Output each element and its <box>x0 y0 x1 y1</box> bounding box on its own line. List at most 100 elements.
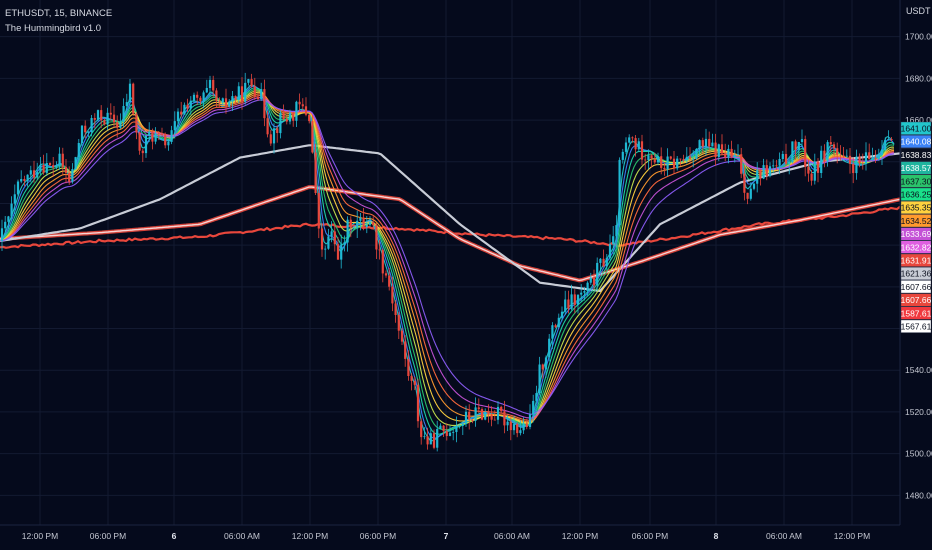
candle-body <box>212 79 215 91</box>
candle-body <box>535 393 538 401</box>
candle-body <box>816 161 820 173</box>
candle-body <box>813 161 816 181</box>
price-tag-label: 1567.61 <box>901 322 932 332</box>
candle-body <box>820 150 823 173</box>
candle-body <box>26 174 29 181</box>
candle-body <box>394 303 397 315</box>
candle-body <box>228 101 231 107</box>
candle-body <box>90 118 93 133</box>
candle-body <box>525 423 528 427</box>
candle-body <box>775 165 778 167</box>
price-tag-bg <box>900 253 932 267</box>
candle-body <box>442 425 445 432</box>
time-tick-label: 12:00 PM <box>22 531 58 541</box>
candle-body <box>240 86 244 102</box>
candle-body <box>560 311 564 318</box>
candle-body <box>429 433 432 445</box>
symbol-title[interactable]: ETHUSDT, 15, BINANCE <box>5 8 113 19</box>
candle-body <box>122 106 125 122</box>
price-tag-label: 1638.57 <box>901 163 932 173</box>
time-scale[interactable]: 12:00 PM 06:00 PM 6 06:00 AM 12:00 PM 06:00 P… <box>22 531 870 541</box>
candle-body <box>426 436 429 445</box>
candle-body <box>471 419 474 421</box>
candle-body <box>23 179 26 181</box>
candle-body <box>877 155 880 159</box>
candle-body <box>407 359 410 376</box>
price-tag-label: 1641.00 <box>901 124 932 134</box>
candle-body <box>202 92 205 102</box>
candle-body <box>874 157 877 159</box>
candle-body <box>464 411 468 424</box>
candle-body <box>656 156 660 163</box>
candle-body <box>128 83 132 103</box>
price-tag-bg <box>900 240 932 254</box>
candle-body <box>589 277 592 283</box>
candle-body <box>132 83 135 114</box>
candle-body <box>685 156 688 161</box>
candle-body <box>784 154 788 164</box>
candle-body <box>349 219 352 228</box>
candle-body <box>324 248 327 250</box>
candle-body <box>468 411 471 420</box>
candle-body <box>416 384 420 422</box>
candle-body <box>106 112 109 125</box>
candle-body <box>189 100 192 109</box>
time-tick-label: 8 <box>714 531 719 541</box>
candle-body <box>87 132 90 133</box>
candle-body <box>295 101 298 121</box>
time-tick-label: 06:00 PM <box>90 531 126 541</box>
time-tick-label: 7 <box>444 531 449 541</box>
candle-body <box>205 88 208 93</box>
candle-body <box>682 159 685 161</box>
candle-body <box>445 431 448 436</box>
candle-body <box>333 231 336 245</box>
candlesticks <box>0 72 893 452</box>
price-scale[interactable]: 1700.00 1680.00 1660.00 1540.00 1520.00 1500.… <box>905 32 932 501</box>
candle-body <box>247 79 250 83</box>
candle-body <box>458 426 461 427</box>
price-tag-bg <box>900 121 932 135</box>
candle-body <box>154 133 157 142</box>
candle-body <box>375 225 378 250</box>
price-tag-bg <box>900 174 932 188</box>
candle-body <box>215 90 218 101</box>
candle-body <box>0 228 4 241</box>
candle-body <box>61 153 64 167</box>
candle-body <box>455 426 458 432</box>
candle-body <box>688 156 692 159</box>
price-tick-label: 1680.00 <box>905 73 932 83</box>
candle-body <box>474 407 477 421</box>
candle-body <box>704 138 708 147</box>
candle-body <box>730 148 733 157</box>
candle-body <box>298 101 301 105</box>
candle-body <box>71 169 74 182</box>
candle-body <box>192 94 196 101</box>
candle-body <box>311 121 314 153</box>
indicator-title[interactable]: The Hummingbird v1.0 <box>5 23 102 34</box>
candle-body <box>260 89 263 99</box>
candle-body <box>141 150 144 154</box>
candle-body <box>173 121 176 131</box>
grid-lines <box>0 0 900 525</box>
candle-body <box>250 79 253 87</box>
candle-body <box>32 170 36 178</box>
candle-body <box>855 156 858 174</box>
candle-body <box>93 118 96 120</box>
candle-body <box>362 217 365 227</box>
candle-body <box>410 375 413 381</box>
candle-body <box>480 409 484 420</box>
candle-body <box>381 250 384 274</box>
candle-body <box>599 258 602 263</box>
candle-body <box>100 110 103 121</box>
candle-body <box>160 134 164 135</box>
price-tag-label: 1607.66 <box>901 295 932 305</box>
candle-body <box>384 273 388 276</box>
price-tag-bg <box>900 214 932 228</box>
candle-body <box>749 188 752 199</box>
candle-body <box>308 114 311 122</box>
candle-body <box>573 294 576 305</box>
candle-body <box>650 155 653 159</box>
candle-body <box>103 120 106 125</box>
